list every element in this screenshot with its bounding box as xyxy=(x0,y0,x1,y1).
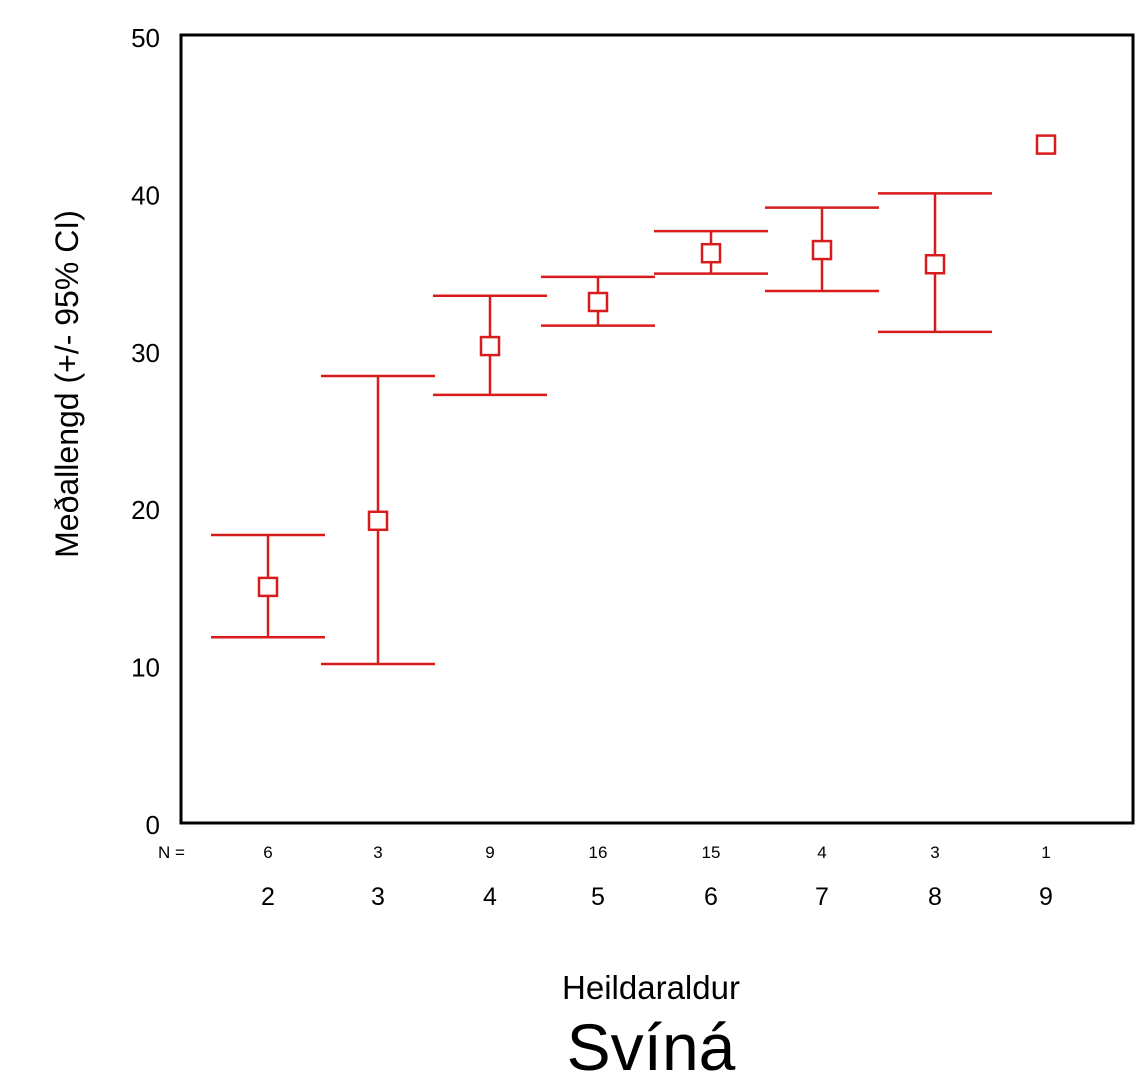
mean-marker xyxy=(700,242,722,264)
x-tick-label: 9 xyxy=(1039,883,1053,911)
x-tick-label: 4 xyxy=(483,883,497,911)
x-tick-label: 6 xyxy=(704,883,718,911)
y-axis-ticks: 0 10 20 30 40 50 xyxy=(131,23,160,840)
n-count-label: 9 xyxy=(485,843,494,862)
x-tick-label: 8 xyxy=(928,883,942,911)
n-count-label: 3 xyxy=(373,843,382,862)
data-marks xyxy=(211,134,1057,666)
mean-marker xyxy=(257,576,279,598)
y-tick-label: 0 xyxy=(146,810,160,840)
y-axis-label: Meðallengd (+/- 95% CI) xyxy=(49,210,85,558)
mean-marker xyxy=(587,291,609,313)
x-tick-label: 2 xyxy=(261,883,275,911)
y-tick-label: 20 xyxy=(131,495,160,525)
mean-marker xyxy=(367,510,389,532)
mean-marker xyxy=(1035,134,1057,155)
y-tick-label: 30 xyxy=(131,338,160,368)
n-count-label: 6 xyxy=(263,843,272,862)
n-count-label: 4 xyxy=(817,843,826,862)
x-axis-labels: 6 2 3 3 9 4 16 5 15 6 4 7 3 8 1 9 xyxy=(261,843,1053,911)
y-tick-label: 50 xyxy=(131,23,160,53)
mean-marker xyxy=(811,239,833,261)
mean-marker xyxy=(479,335,501,357)
plot-frame xyxy=(179,33,1135,825)
n-count-label: 16 xyxy=(589,843,608,862)
mean-marker xyxy=(924,253,946,275)
n-count-label: 15 xyxy=(702,843,721,862)
y-tick-label: 40 xyxy=(131,180,160,210)
n-label: N = xyxy=(158,843,185,862)
n-count-label: 3 xyxy=(930,843,939,862)
y-tick-label: 10 xyxy=(131,653,160,683)
chart-title: Svíná xyxy=(567,1010,736,1081)
x-tick-label: 3 xyxy=(371,883,385,911)
x-tick-label: 7 xyxy=(815,883,829,911)
x-tick-label: 5 xyxy=(591,883,605,911)
n-count-label: 1 xyxy=(1041,843,1050,862)
x-axis-label: Heildaraldur xyxy=(562,969,740,1006)
